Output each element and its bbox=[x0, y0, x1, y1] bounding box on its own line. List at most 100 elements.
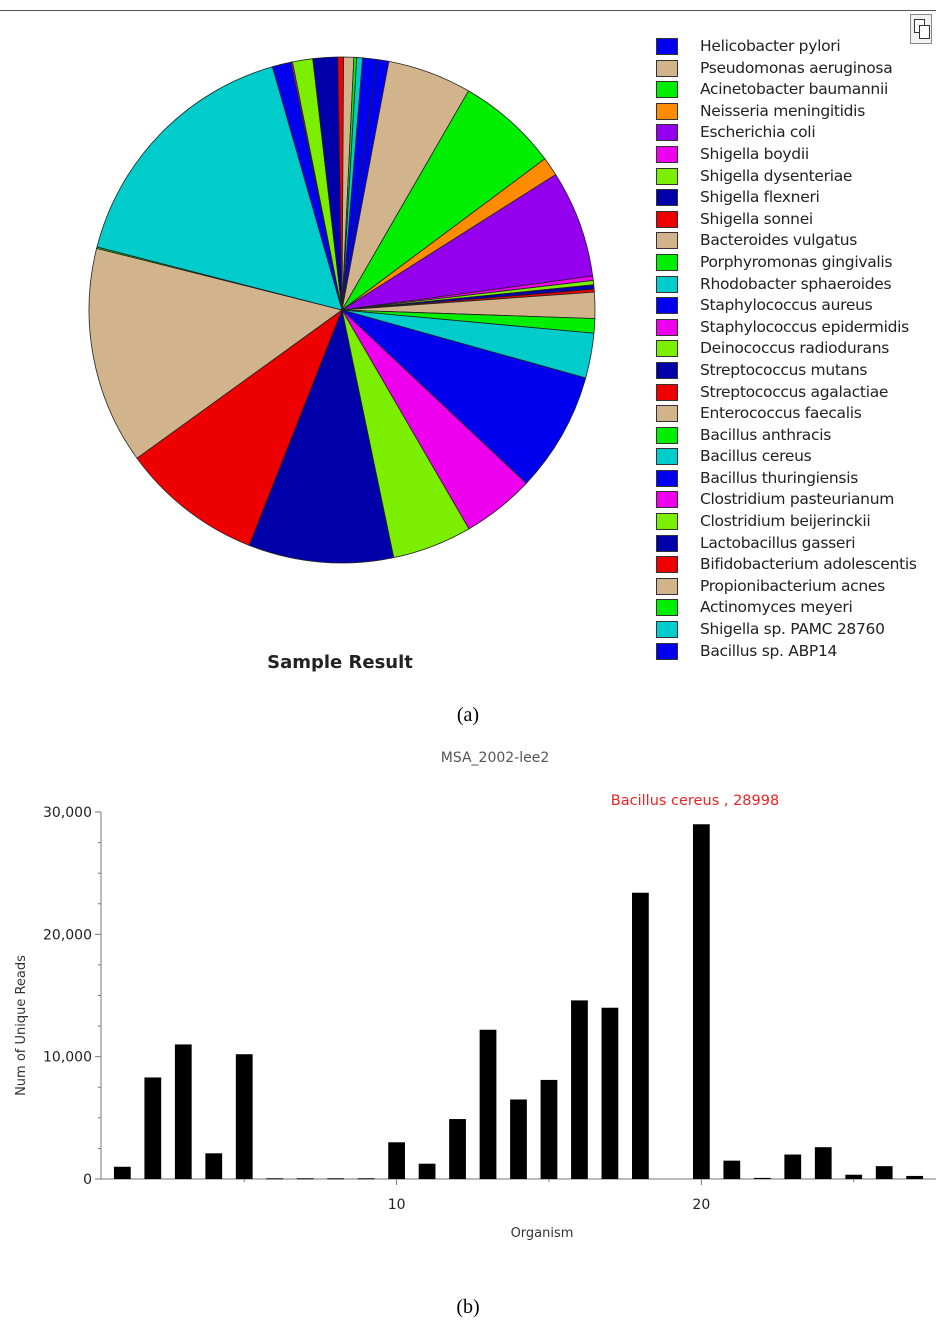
copy-icon[interactable] bbox=[910, 14, 932, 44]
bar-organism-10 bbox=[388, 1142, 405, 1179]
legend-label: Shigella flexneri bbox=[700, 188, 820, 207]
legend-swatch bbox=[656, 275, 678, 293]
bar-organism-15 bbox=[540, 1079, 558, 1179]
x-tick-label: 20 bbox=[692, 1197, 710, 1213]
legend-item: Rhodobacter sphaeroides bbox=[656, 274, 936, 296]
legend-item: Pseudomonas aeruginosa bbox=[656, 58, 936, 80]
pie-title: Sample Result bbox=[267, 652, 413, 673]
bar-organism-22 bbox=[753, 1177, 771, 1179]
bar-chart-title: MSA_2002-lee2 bbox=[441, 750, 550, 766]
bar-organism-1 bbox=[113, 1166, 131, 1179]
legend-item: Shigella sonnei bbox=[656, 209, 936, 231]
legend-item: Lactobacillus gasseri bbox=[656, 533, 936, 555]
legend-label: Escherichia coli bbox=[700, 123, 816, 142]
pie-chart bbox=[88, 56, 596, 564]
bar-organism-5 bbox=[235, 1054, 253, 1179]
legend-item: Porphyromonas gingivalis bbox=[656, 252, 936, 274]
pie-legend: Helicobacter pylori Pseudomonas aeruginos… bbox=[656, 36, 936, 662]
legend-swatch bbox=[656, 81, 678, 99]
legend-swatch bbox=[656, 621, 678, 639]
legend-item: Shigella flexneri bbox=[656, 187, 936, 209]
legend-item: Clostridium pasteurianum bbox=[656, 489, 936, 511]
legend-swatch bbox=[656, 642, 678, 660]
legend-swatch bbox=[656, 297, 678, 315]
legend-label: Porphyromonas gingivalis bbox=[700, 252, 893, 271]
legend-swatch bbox=[656, 124, 678, 142]
legend-item: Helicobacter pylori bbox=[656, 36, 936, 58]
legend-label: Clostridium pasteurianum bbox=[700, 490, 895, 509]
legend-label: Propionibacterium acnes bbox=[700, 576, 885, 595]
legend-label: Streptococcus mutans bbox=[700, 360, 868, 379]
legend-swatch bbox=[656, 556, 678, 574]
legend-label: Shigella sonnei bbox=[700, 209, 813, 228]
legend-item: Clostridium beijerinckii bbox=[656, 511, 936, 533]
legend-label: Actinomyces meyeri bbox=[700, 598, 853, 617]
legend-label: Shigella boydii bbox=[700, 144, 809, 163]
bar-organism-13 bbox=[479, 1029, 497, 1179]
legend-label: Deinococcus radiodurans bbox=[700, 339, 889, 358]
bar-chart: MSA_2002-lee2 0 10,000 20,000 30,000 10 20 Baci… bbox=[14, 750, 936, 1241]
legend-item: Escherichia coli bbox=[656, 122, 936, 144]
legend-swatch bbox=[656, 167, 678, 185]
legend-label: Helicobacter pylori bbox=[700, 37, 841, 55]
legend-item: Streptococcus mutans bbox=[656, 360, 936, 382]
bar-organism-9 bbox=[357, 1178, 375, 1180]
legend-swatch bbox=[656, 469, 678, 487]
bar-organism-24 bbox=[814, 1147, 832, 1179]
bar-annotation: Bacillus cereus , 28998 bbox=[611, 793, 779, 809]
legend-label: Staphylococcus aureus bbox=[700, 296, 873, 315]
pie-slice-bacillus-cereus bbox=[96, 66, 343, 311]
y-tick-label: 30,000 bbox=[43, 805, 92, 821]
bar-organism-25 bbox=[845, 1174, 863, 1179]
legend-swatch bbox=[656, 361, 678, 379]
legend-item: Bacillus anthracis bbox=[656, 425, 936, 447]
legend-label: Lactobacillus gasseri bbox=[700, 533, 856, 552]
bar-organism-27 bbox=[906, 1175, 924, 1179]
pie-slice-enterococcus-faecalis bbox=[88, 247, 343, 459]
legend-label: Bacillus cereus bbox=[700, 447, 812, 466]
legend-swatch bbox=[656, 405, 678, 423]
legend-label: Streptococcus agalactiae bbox=[700, 382, 889, 401]
bar-organism-14 bbox=[510, 1099, 527, 1179]
legend-label: Bacillus thuringiensis bbox=[700, 468, 858, 487]
legend-label: Neisseria meningitidis bbox=[700, 101, 865, 120]
legend-swatch bbox=[656, 102, 678, 120]
bar-organism-2 bbox=[144, 1077, 162, 1179]
legend-item: Shigella boydii bbox=[656, 144, 936, 166]
legend-item: Shigella sp. PAMC 28760 bbox=[656, 619, 936, 641]
legend-swatch bbox=[656, 534, 678, 552]
bar-organism-17 bbox=[601, 1007, 619, 1179]
legend-swatch bbox=[656, 426, 678, 444]
y-axis-label: Num of Unique Reads bbox=[14, 955, 29, 1096]
y-tick-label: 20,000 bbox=[43, 927, 92, 943]
legend-label: Staphylococcus epidermidis bbox=[700, 317, 909, 336]
legend-item: Bacillus thuringiensis bbox=[656, 468, 936, 490]
legend-swatch bbox=[656, 513, 678, 531]
legend-label: Shigella sp. PAMC 28760 bbox=[700, 620, 885, 639]
legend-swatch bbox=[656, 189, 678, 207]
legend-item: Enterococcus faecalis bbox=[656, 403, 936, 425]
caption-b: (b) bbox=[456, 1296, 480, 1318]
legend-item: Neisseria meningitidis bbox=[656, 101, 936, 123]
legend-label: Shigella dysenteriae bbox=[700, 166, 853, 185]
pie-slice-streptococcus-mutans bbox=[248, 308, 395, 564]
legend-label: Enterococcus faecalis bbox=[700, 404, 862, 423]
legend-item: Bifidobacterium adolescentis bbox=[656, 554, 936, 576]
bar-organism-23 bbox=[784, 1154, 802, 1179]
legend-item: Staphylococcus aureus bbox=[656, 295, 936, 317]
bar-organism-26 bbox=[875, 1166, 893, 1179]
bar-organism-18 bbox=[632, 892, 649, 1179]
bar-organism-8 bbox=[327, 1178, 345, 1180]
y-tick-label: 10,000 bbox=[43, 1050, 92, 1066]
legend-item: Deinococcus radiodurans bbox=[656, 338, 936, 360]
bar-organism-7 bbox=[296, 1178, 314, 1180]
legend-swatch bbox=[656, 232, 678, 250]
legend-item: Bacillus sp. ABP14 bbox=[656, 641, 936, 663]
legend-label: Acinetobacter baumannii bbox=[700, 80, 888, 99]
pie-slice-escherichia-coli bbox=[341, 174, 594, 311]
legend-swatch bbox=[656, 253, 678, 271]
legend-swatch bbox=[656, 145, 678, 163]
legend-swatch bbox=[656, 318, 678, 336]
legend-label: Rhodobacter sphaeroides bbox=[700, 274, 892, 293]
caption-a: (a) bbox=[456, 704, 480, 726]
